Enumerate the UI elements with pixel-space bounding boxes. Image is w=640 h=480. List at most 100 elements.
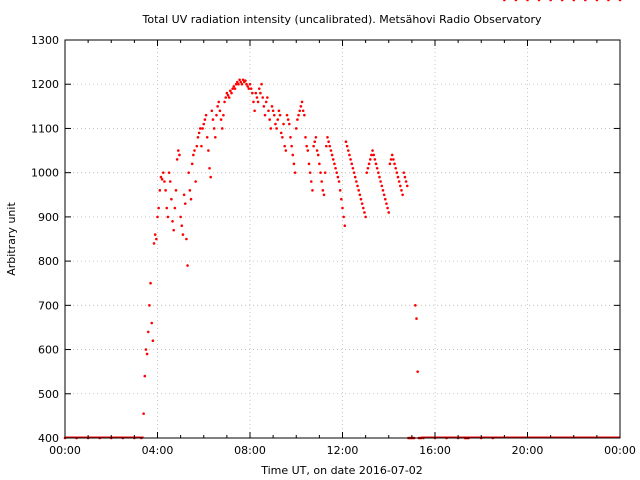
data-point [309, 180, 313, 183]
data-point [256, 100, 260, 104]
data-point [383, 197, 387, 201]
data-point [312, 144, 315, 148]
data-point [168, 180, 172, 183]
data-point [237, 82, 240, 86]
data-point [153, 233, 157, 236]
data-point [365, 171, 369, 174]
data-point [322, 193, 326, 197]
data-point [378, 175, 381, 179]
chart-title: Total UV radiation intensity (uncalibrat… [142, 13, 542, 26]
data-point [344, 140, 348, 144]
data-point [298, 109, 302, 113]
data-point [245, 82, 248, 86]
data-point [301, 109, 305, 113]
data-point [355, 180, 358, 183]
data-point [345, 144, 349, 148]
data-point [293, 171, 297, 174]
data-point [164, 189, 167, 192]
data-point [283, 144, 286, 148]
data-point [252, 100, 255, 104]
data-point [226, 93, 230, 97]
data-point [389, 158, 393, 161]
data-point [181, 233, 185, 236]
data-point [235, 80, 239, 84]
data-point [208, 166, 211, 170]
data-point [195, 144, 199, 148]
data-point [159, 175, 163, 179]
data-point [197, 131, 201, 135]
data-point [257, 87, 261, 90]
data-point [233, 87, 237, 90]
data-point [319, 171, 322, 174]
x-tick-label: 00:00 [604, 444, 636, 457]
data-point [353, 175, 357, 179]
data-point [268, 118, 271, 121]
data-point [151, 339, 155, 343]
data-point [193, 149, 196, 152]
data-point [405, 184, 409, 188]
data-point [225, 91, 229, 95]
data-point [329, 149, 333, 152]
data-point [275, 127, 278, 130]
data-point [584, 0, 587, 2]
data-point [311, 189, 314, 192]
data-point [296, 118, 299, 121]
x-tick-label: 20:00 [512, 444, 544, 457]
y-tick-label: 1000 [31, 167, 59, 180]
data-point [381, 189, 385, 192]
data-point [205, 135, 209, 139]
data-point [170, 197, 173, 201]
data-point [382, 193, 386, 197]
data-point [211, 118, 215, 121]
data-point [289, 135, 292, 139]
data-point [330, 153, 334, 157]
data-point [253, 109, 256, 113]
data-point [325, 144, 328, 148]
data-point [204, 113, 208, 117]
data-point [274, 122, 277, 126]
data-point [174, 189, 178, 192]
data-point [180, 224, 184, 228]
data-point [400, 189, 403, 192]
data-point [223, 100, 226, 104]
data-point [279, 131, 283, 135]
data-point [248, 82, 252, 86]
data-point [303, 113, 306, 117]
data-point [277, 109, 281, 113]
data-point [514, 0, 518, 2]
data-point [385, 202, 388, 205]
y-tick-label: 700 [38, 299, 59, 312]
y-tick-label: 800 [38, 255, 59, 268]
data-point [234, 82, 238, 86]
x-tick-label: 08:00 [234, 444, 266, 457]
x-tick-label: 00:00 [49, 444, 81, 457]
data-point [145, 352, 149, 356]
data-point [380, 184, 384, 188]
data-point [144, 348, 148, 351]
data-point [149, 281, 152, 285]
data-point [334, 166, 337, 170]
data-point [416, 370, 419, 373]
y-tick-label: 500 [38, 388, 59, 401]
data-point [247, 87, 251, 90]
data-point [202, 122, 206, 126]
data-point [160, 178, 164, 181]
data-point [403, 175, 407, 179]
data-point [340, 197, 343, 201]
data-point [370, 153, 373, 157]
data-point [227, 96, 231, 99]
data-point [526, 0, 529, 2]
data-point [161, 171, 165, 174]
data-point [367, 162, 371, 166]
data-point [203, 118, 207, 121]
data-point [229, 89, 232, 93]
data-point [186, 264, 189, 267]
data-point [232, 85, 236, 88]
data-point [314, 135, 318, 139]
data-point [321, 189, 325, 192]
data-point [215, 113, 218, 117]
data-point [368, 158, 372, 161]
data-point [299, 105, 303, 108]
data-point [200, 144, 203, 148]
data-point [373, 158, 377, 161]
